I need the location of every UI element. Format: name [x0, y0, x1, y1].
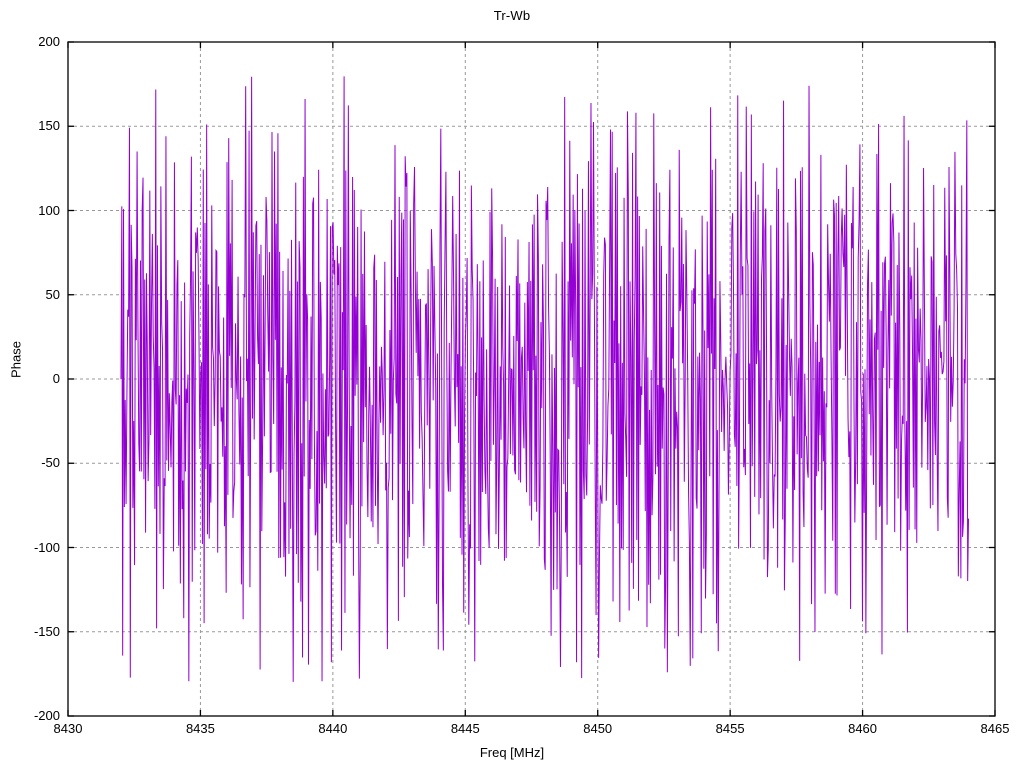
- tick-marks: [67, 41, 996, 717]
- y-tick-label: -200: [33, 708, 60, 723]
- x-tick-label: 8450: [583, 721, 613, 736]
- y-tick-label: -150: [33, 623, 60, 639]
- y-tick-label: -100: [33, 539, 60, 555]
- y-tick-label: 0: [52, 371, 60, 386]
- x-tick-label: 8455: [715, 721, 745, 736]
- x-tick-label: 8440: [318, 721, 348, 736]
- chart-title: Tr-Wb: [493, 8, 531, 23]
- x-tick-label: 8465: [980, 721, 1010, 736]
- y-tick-label: 100: [38, 202, 60, 218]
- y-tick-label: 200: [38, 34, 60, 49]
- x-tick-label: 8430: [53, 721, 83, 736]
- data-series-trace: [120, 76, 970, 682]
- x-tick-label: 8445: [450, 721, 480, 736]
- y-tick-label: -50: [41, 455, 60, 471]
- y-tick-label: 50: [45, 286, 60, 302]
- x-axis-label: Freq [MHz]: [479, 745, 545, 760]
- y-tick-label: 150: [38, 118, 60, 134]
- x-tick-label: 8460: [848, 721, 878, 736]
- y-axis-label: Phase: [8, 341, 24, 378]
- x-tick-label: 8435: [185, 721, 215, 736]
